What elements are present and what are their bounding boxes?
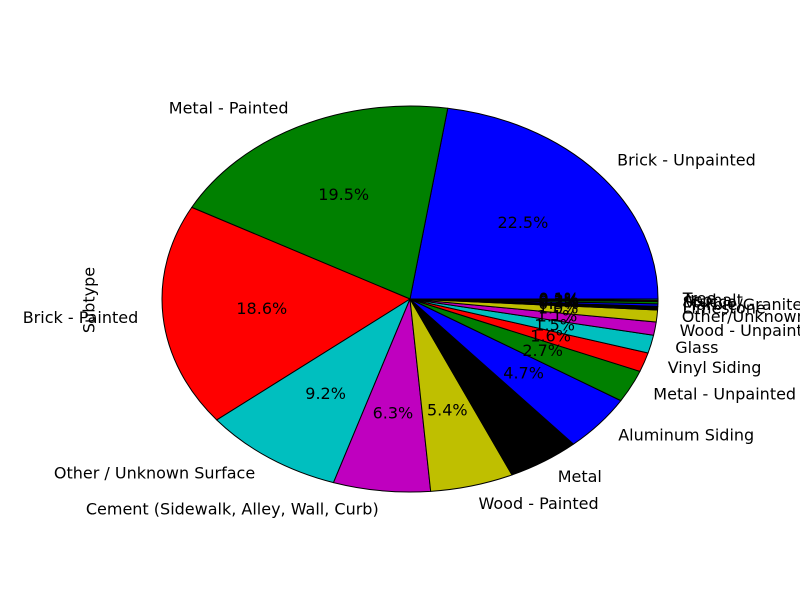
pie-slice <box>191 105 449 300</box>
slice-labels: Brick - Unpainted Metal - Painted Brick - … <box>23 98 800 518</box>
percent-label: 5.4% <box>427 401 468 420</box>
slice-label: Tree <box>682 289 716 308</box>
pie-slice <box>409 298 659 301</box>
slice-label: Asphalt <box>683 291 743 310</box>
percent-label: 0.2% <box>538 291 579 310</box>
slice-label: Cement (Sidewalk, Alley, Wall, Curb) <box>86 499 379 518</box>
slice-label: Wood - Painted <box>479 494 599 513</box>
slice-label: Brick - Painted <box>23 308 139 327</box>
percent-label: 9.2% <box>305 384 346 403</box>
percent-labels: 22.5%19.5%18.6%9.2%6.3% 5.4%4.7%2.7%1.6%1… <box>236 185 579 423</box>
percent-label: 4.7% <box>503 363 544 382</box>
percent-label: 6.3% <box>373 404 414 423</box>
percent-label: 1.5% <box>534 316 575 335</box>
percent-label: 0.2% <box>538 292 579 311</box>
pie-slices <box>161 105 659 493</box>
slice-label: Marble/Granite <box>683 295 800 314</box>
percent-label: 18.6% <box>236 299 287 318</box>
pie-slice <box>161 206 411 421</box>
percent-label: 0.1% <box>538 290 579 309</box>
percent-label: 1.0% <box>538 299 579 318</box>
percent-label: 1.6% <box>530 327 571 346</box>
slice-label: Metal - Painted <box>169 98 289 117</box>
slice-label: Vinyl Siding <box>668 358 762 377</box>
percent-label: 0.1% <box>538 289 579 308</box>
percent-label: 22.5% <box>497 213 548 232</box>
slice-label: Metal <box>558 467 602 486</box>
pie-slice <box>216 298 411 484</box>
slice-label: Stucco <box>683 293 737 312</box>
percent-label: 2.7% <box>522 341 563 360</box>
pie-slice <box>409 107 659 300</box>
slice-label: Glass <box>675 338 718 357</box>
percent-label: 19.5% <box>318 185 369 204</box>
slice-label: Other/Unknown <box>682 307 800 326</box>
slice-label: Wood - Unpainted <box>680 321 800 340</box>
percent-label: 0.3% <box>538 294 579 313</box>
slice-label: Limestone <box>683 299 766 318</box>
slice-label: Metal - Unpainted <box>653 385 796 404</box>
slice-label: Other / Unknown Surface <box>54 463 255 482</box>
slice-label: Brick - Unpainted <box>617 150 756 169</box>
y-axis-label: Subtype <box>80 267 99 333</box>
slice-label: Aluminum Siding <box>618 426 754 445</box>
percent-label: 1.1% <box>537 306 578 325</box>
